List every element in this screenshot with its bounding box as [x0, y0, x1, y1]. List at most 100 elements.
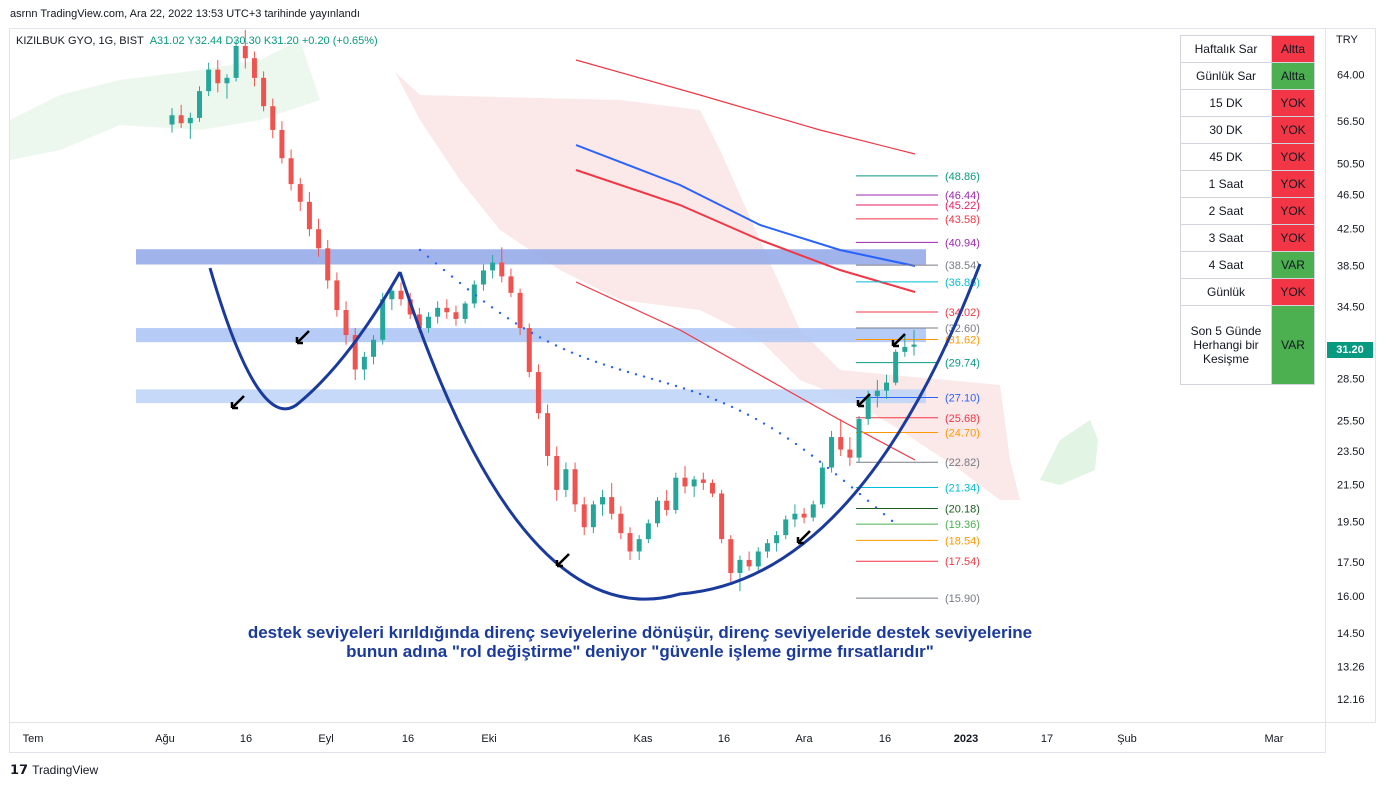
candle-body: [792, 513, 798, 520]
status-value: YOK: [1271, 197, 1315, 225]
status-label: Günlük: [1180, 278, 1272, 306]
candle-body: [361, 356, 367, 370]
publish-line: asrnn TradingView.com, Ara 22, 2022 13:5…: [10, 8, 360, 20]
low-value: D30.30: [225, 35, 261, 47]
y-tick-label: 12.16: [1337, 694, 1365, 706]
candle-body: [306, 201, 312, 230]
y-tick-label: 64.00: [1337, 69, 1365, 81]
y-tick-label: 38.50: [1337, 260, 1365, 272]
fib-level-label: (43.58): [945, 214, 980, 226]
candle-body: [764, 543, 770, 552]
caption-line-2: bunun adına "rol değiştirme" deniyor "gü…: [346, 642, 934, 661]
sar-dot: [762, 422, 766, 425]
sar-dot: [522, 327, 526, 330]
status-label: 30 DK: [1180, 116, 1272, 144]
sar-dot: [530, 331, 534, 335]
symbol-name[interactable]: KIZILBUK GYO, 1G, BIST: [16, 35, 144, 47]
sar-dot: [554, 344, 558, 347]
y-tick-label: 42.50: [1337, 223, 1365, 235]
candle-body: [673, 477, 679, 510]
y-tick-label: 17.50: [1337, 557, 1365, 569]
status-label: 2 Saat: [1180, 197, 1272, 225]
candle-body: [215, 69, 221, 84]
x-tick-label: Tem: [23, 733, 44, 745]
status-label: Son 5 Günde Herhangi bir Kesişme: [1180, 305, 1272, 385]
candle-body: [462, 303, 468, 319]
brand-name: TradingView: [32, 763, 99, 777]
fib-level-label: (27.10): [945, 393, 980, 405]
y-tick-label: 21.50: [1337, 480, 1365, 492]
candle-body: [829, 437, 835, 468]
ichimoku-cloud: [395, 72, 1020, 500]
status-label: 15 DK: [1180, 89, 1272, 117]
status-row: Haftalık Sar Altta: [1180, 35, 1315, 63]
candle-body: [251, 58, 257, 78]
sar-dot: [834, 473, 838, 476]
footer-brand[interactable]: 𝟭𝟳 TradingView: [10, 762, 98, 778]
candle-body: [884, 382, 890, 391]
y-tick-label: 14.50: [1337, 628, 1365, 640]
sar-dot: [658, 379, 662, 383]
candle-body: [233, 46, 239, 78]
sar-dot: [818, 460, 822, 463]
candle-body: [609, 497, 615, 514]
cup-curve-left: [208, 267, 402, 411]
sar-dot: [546, 340, 550, 343]
candle-body: [590, 504, 596, 528]
fib-level-label: (40.94): [945, 237, 980, 249]
sar-dot: [434, 262, 438, 265]
candle-body: [581, 504, 587, 528]
high-value: Y32.44: [187, 35, 223, 47]
sar-dot: [418, 248, 422, 252]
candle-body: [196, 91, 202, 118]
cup-curve-right: [398, 263, 982, 601]
sar-dot: [842, 479, 846, 483]
open-value: A31.02: [149, 35, 185, 47]
status-row: Günlük YOK: [1180, 278, 1315, 306]
status-value: Altta: [1271, 62, 1315, 90]
candle-body: [682, 477, 688, 487]
sar-dot: [714, 398, 718, 402]
sar-dot: [810, 454, 814, 457]
status-row: 4 Saat VAR: [1180, 251, 1315, 279]
sar-dot: [618, 368, 622, 371]
chart-pane[interactable]: [9, 28, 1326, 723]
candle-body: [902, 346, 908, 352]
x-tick-label: Mar: [1265, 733, 1284, 745]
status-label: 3 Saat: [1180, 224, 1272, 252]
tradingview-logo-icon: 𝟭𝟳: [10, 762, 29, 777]
candle-body: [627, 533, 633, 552]
sar-dot: [682, 387, 686, 390]
y-tick-label: 46.50: [1337, 189, 1365, 201]
y-tick-label: 50.50: [1337, 158, 1365, 170]
y-tick-label: 19.50: [1337, 516, 1365, 528]
candle-body: [187, 117, 193, 124]
candle-body: [425, 316, 431, 329]
candle-body: [435, 307, 441, 317]
x-tick-label: 16: [240, 733, 252, 745]
caption-line-1: destek seviyeleri kırıldığında direnç se…: [247, 623, 1033, 642]
status-value: YOK: [1271, 278, 1315, 306]
price-axis[interactable]: [1326, 28, 1376, 723]
candle-body: [224, 77, 230, 84]
sar-dot: [754, 417, 758, 421]
candle-body: [288, 158, 294, 185]
fib-level-label: (21.34): [945, 482, 980, 494]
y-tick-label: 23.50: [1337, 446, 1365, 458]
sar-dot: [874, 506, 878, 509]
sar-dot: [570, 351, 574, 354]
sar-dot: [466, 288, 470, 291]
sar-dot: [538, 336, 542, 339]
sar-dot: [802, 448, 806, 451]
candle-body: [526, 328, 532, 373]
candle-body: [242, 46, 248, 59]
x-tick-label: Ağu: [155, 733, 175, 745]
sar-dot: [858, 492, 862, 496]
time-axis[interactable]: [9, 723, 1326, 753]
status-label: Haftalık Sar: [1180, 35, 1272, 63]
y-tick-label: 28.50: [1337, 374, 1365, 386]
currency-label: TRY: [1336, 34, 1358, 46]
sar-dot: [698, 392, 702, 396]
x-tick-label: Eki: [481, 733, 496, 745]
candle-body: [819, 467, 825, 505]
